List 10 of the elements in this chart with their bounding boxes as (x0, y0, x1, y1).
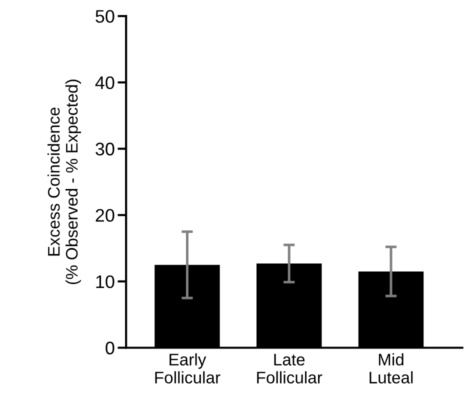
y-tick-label: 0 (106, 342, 114, 354)
x-tick-label: Late Follicular (257, 354, 322, 384)
x-tick-label: Early Follicular (155, 353, 220, 384)
y-tick-label: 30 (96, 142, 114, 156)
y-tick-label: 50 (96, 10, 114, 23)
y-tick-label: 20 (96, 209, 114, 222)
x-tick-label: Mid Luteal (370, 353, 413, 384)
y-tick-label: 40 (95, 76, 114, 90)
y-tick-label: 10 (96, 275, 114, 288)
y-axis-title: Excess Coincidence (% Observed - % Expected) (48, 80, 82, 284)
